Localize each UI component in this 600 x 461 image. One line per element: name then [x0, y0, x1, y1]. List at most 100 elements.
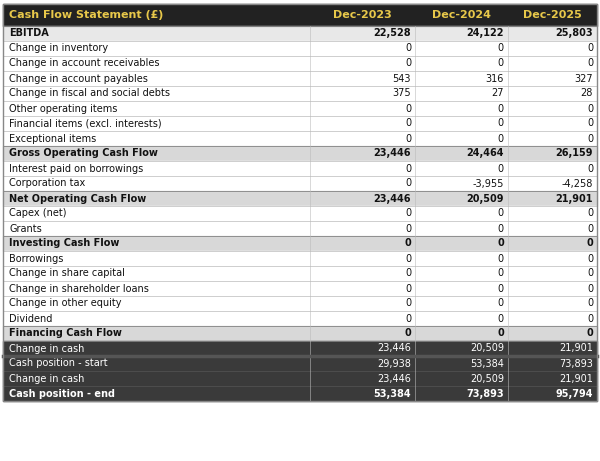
Text: Cash position - start: Cash position - start	[9, 359, 107, 368]
Text: 0: 0	[587, 284, 593, 294]
Text: 21,901: 21,901	[556, 194, 593, 203]
Text: Change in other equity: Change in other equity	[9, 299, 121, 308]
Bar	[3, 131, 597, 146]
Bar	[3, 146, 597, 161]
Text: 26,159: 26,159	[556, 148, 593, 159]
Text: 23,446: 23,446	[377, 343, 411, 354]
Bar	[3, 341, 597, 356]
Text: 0: 0	[404, 238, 411, 248]
Text: 0: 0	[405, 178, 411, 189]
Text: 0: 0	[498, 59, 504, 69]
Bar	[3, 371, 597, 386]
Text: 29,938: 29,938	[377, 359, 411, 368]
Text: 0: 0	[498, 43, 504, 53]
Bar	[3, 221, 597, 236]
Text: Other operating items: Other operating items	[9, 104, 118, 113]
Bar	[3, 176, 597, 191]
Bar	[3, 161, 597, 176]
Text: 0: 0	[497, 238, 504, 248]
Text: 0: 0	[587, 164, 593, 173]
Text: 0: 0	[498, 224, 504, 234]
Text: Dec-2023: Dec-2023	[333, 10, 392, 20]
Text: 0: 0	[497, 329, 504, 338]
Text: -4,258: -4,258	[562, 178, 593, 189]
Bar	[3, 311, 597, 326]
Text: 0: 0	[405, 118, 411, 129]
Text: 20,509: 20,509	[467, 194, 504, 203]
Text: 21,901: 21,901	[559, 373, 593, 384]
Text: Net Operating Cash Flow: Net Operating Cash Flow	[9, 194, 146, 203]
Text: 0: 0	[586, 238, 593, 248]
Text: 0: 0	[498, 268, 504, 278]
Bar	[3, 281, 597, 296]
Text: 21,901: 21,901	[559, 343, 593, 354]
Text: 0: 0	[498, 134, 504, 143]
Text: 375: 375	[392, 89, 411, 99]
Bar	[3, 356, 597, 371]
Text: Gross Operating Cash Flow: Gross Operating Cash Flow	[9, 148, 158, 159]
Text: Change in shareholder loans: Change in shareholder loans	[9, 284, 149, 294]
Text: 23,446: 23,446	[373, 194, 411, 203]
Text: Financing Cash Flow: Financing Cash Flow	[9, 329, 122, 338]
Text: 28: 28	[581, 89, 593, 99]
Text: 0: 0	[587, 299, 593, 308]
Bar	[3, 56, 597, 71]
Text: 0: 0	[405, 224, 411, 234]
Text: 0: 0	[498, 313, 504, 324]
Text: Exceptional items: Exceptional items	[9, 134, 96, 143]
Text: 316: 316	[485, 73, 504, 83]
Text: 0: 0	[405, 268, 411, 278]
Bar	[3, 326, 597, 341]
Text: 53,384: 53,384	[470, 359, 504, 368]
Text: 0: 0	[587, 104, 593, 113]
Text: 73,893: 73,893	[466, 389, 504, 398]
Bar	[3, 101, 597, 116]
Text: 0: 0	[405, 299, 411, 308]
Text: 0: 0	[404, 329, 411, 338]
Text: Corporation tax: Corporation tax	[9, 178, 85, 189]
Text: 25,803: 25,803	[556, 29, 593, 39]
Text: 24,464: 24,464	[467, 148, 504, 159]
Text: 73,893: 73,893	[559, 359, 593, 368]
Bar	[3, 4, 597, 401]
Text: Borrowings: Borrowings	[9, 254, 64, 264]
Bar	[3, 41, 597, 56]
Text: 327: 327	[574, 73, 593, 83]
Text: 0: 0	[587, 268, 593, 278]
Bar	[3, 206, 597, 221]
Text: 0: 0	[498, 208, 504, 219]
Bar	[3, 4, 597, 26]
Bar	[3, 251, 597, 266]
Text: 20,509: 20,509	[470, 343, 504, 354]
Text: Change in cash: Change in cash	[9, 343, 85, 354]
Text: EBITDA: EBITDA	[9, 29, 49, 39]
Bar	[3, 236, 597, 251]
Text: Dec-2024: Dec-2024	[432, 10, 491, 20]
Text: 53,384: 53,384	[373, 389, 411, 398]
Bar	[3, 266, 597, 281]
Text: 0: 0	[405, 164, 411, 173]
Text: 0: 0	[587, 134, 593, 143]
Bar	[3, 296, 597, 311]
Text: -3,955: -3,955	[473, 178, 504, 189]
Text: 0: 0	[498, 104, 504, 113]
Text: 20,509: 20,509	[470, 373, 504, 384]
Text: 0: 0	[405, 208, 411, 219]
Text: Grants: Grants	[9, 224, 42, 234]
Text: 22,528: 22,528	[373, 29, 411, 39]
Text: 0: 0	[587, 224, 593, 234]
Text: 0: 0	[498, 299, 504, 308]
Text: 0: 0	[405, 254, 411, 264]
Bar	[3, 386, 597, 401]
Text: Cash position - end: Cash position - end	[9, 389, 115, 398]
Text: Change in account payables: Change in account payables	[9, 73, 148, 83]
Text: 0: 0	[498, 254, 504, 264]
Text: 0: 0	[498, 164, 504, 173]
Text: 0: 0	[405, 284, 411, 294]
Text: 0: 0	[587, 254, 593, 264]
Text: 0: 0	[405, 104, 411, 113]
Text: 23,446: 23,446	[377, 373, 411, 384]
Text: 0: 0	[405, 134, 411, 143]
Text: 24,122: 24,122	[467, 29, 504, 39]
Text: 0: 0	[587, 118, 593, 129]
